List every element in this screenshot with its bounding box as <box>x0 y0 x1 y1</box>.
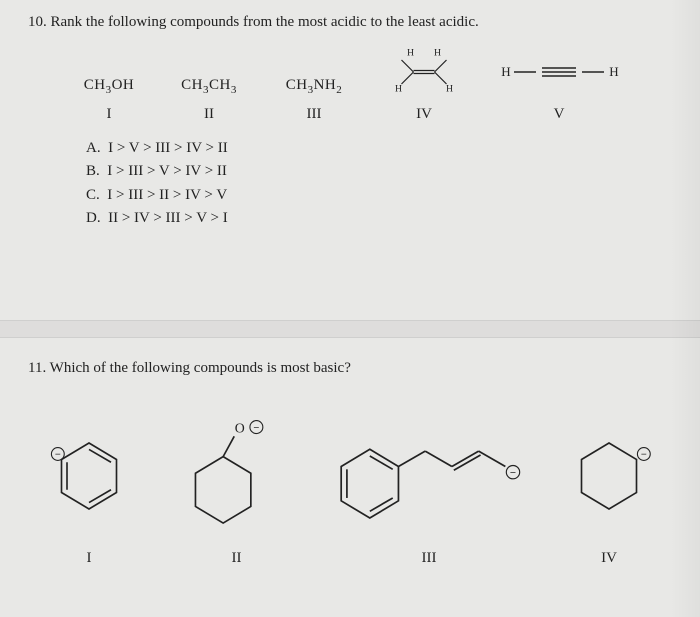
alkyne-structure-icon: H H <box>484 48 634 96</box>
option-letter: D. <box>86 210 101 226</box>
option-D: D. II > IV > III > V > I <box>86 207 680 230</box>
option-letter: C. <box>86 187 100 203</box>
option-text: I > V > III > IV > II <box>108 140 228 156</box>
cyclohexyl-alkoxide-icon: O − <box>167 416 307 536</box>
h-label: H <box>434 48 441 59</box>
formula-III: CH3NH2 <box>286 77 343 96</box>
roman-II: II <box>204 106 214 123</box>
roman-q11-III: III <box>422 550 437 567</box>
h-label: H <box>395 84 402 95</box>
roman-q11-I: I <box>87 550 92 567</box>
q10-prompt: 10. Rank the following compounds from th… <box>28 14 680 31</box>
charge-minus-icon: − <box>641 450 647 461</box>
option-text: I > III > II > IV > V <box>107 187 227 203</box>
option-text: I > III > V > IV > II <box>107 163 227 179</box>
formula-II: CH3CH3 <box>181 77 237 96</box>
option-A: A. I > V > III > IV > II <box>86 137 680 160</box>
charge-minus-icon: − <box>55 450 61 461</box>
compound-II: CH3CH3 II <box>154 45 264 123</box>
roman-V: V <box>554 106 565 123</box>
charge-minus-icon: − <box>510 467 516 479</box>
h-label: H <box>501 64 510 79</box>
q11-prompt: 11. Which of the following compounds is … <box>28 360 688 377</box>
option-text: II > IV > III > V > I <box>108 210 228 226</box>
compound-q11-IV: − IV <box>539 397 679 567</box>
roman-III: III <box>307 106 322 123</box>
phenyl-anion-icon: − <box>34 416 144 536</box>
compound-V: H H V <box>484 45 634 123</box>
option-letter: A. <box>86 140 101 156</box>
phenyl-allyl-anion-icon: − <box>324 416 534 536</box>
roman-I: I <box>107 106 112 123</box>
oxygen-label: O <box>234 421 244 436</box>
roman-q11-II: II <box>232 550 242 567</box>
compound-q11-I: − I <box>24 397 154 567</box>
q10-options: A. I > V > III > IV > II B. I > III > V … <box>86 137 680 230</box>
q11-compounds-row: − I O − II <box>24 397 688 567</box>
compound-I: CH3OH I <box>64 45 154 123</box>
option-B: B. I > III > V > IV > II <box>86 160 680 183</box>
compound-IV: H H H H IV <box>364 45 484 123</box>
roman-q11-IV: IV <box>601 550 617 567</box>
compound-III: CH3NH2 III <box>264 45 364 123</box>
compound-q11-III: − III <box>319 397 539 567</box>
charge-minus-icon: − <box>253 423 259 434</box>
formula-I: CH3OH <box>84 77 135 96</box>
compound-q11-II: O − II <box>154 397 319 567</box>
q10-compounds-row: CH3OH I CH3CH3 II CH3NH2 III <box>64 45 680 123</box>
option-C: C. I > III > II > IV > V <box>86 184 680 207</box>
h-label: H <box>446 84 453 95</box>
cyclohexyl-anion-icon: − <box>554 416 664 536</box>
alkene-structure-icon: H H H H <box>364 48 484 96</box>
h-label: H <box>609 64 618 79</box>
option-letter: B. <box>86 163 100 179</box>
page-divider <box>0 320 700 338</box>
roman-IV: IV <box>416 106 432 123</box>
h-label: H <box>407 48 414 59</box>
